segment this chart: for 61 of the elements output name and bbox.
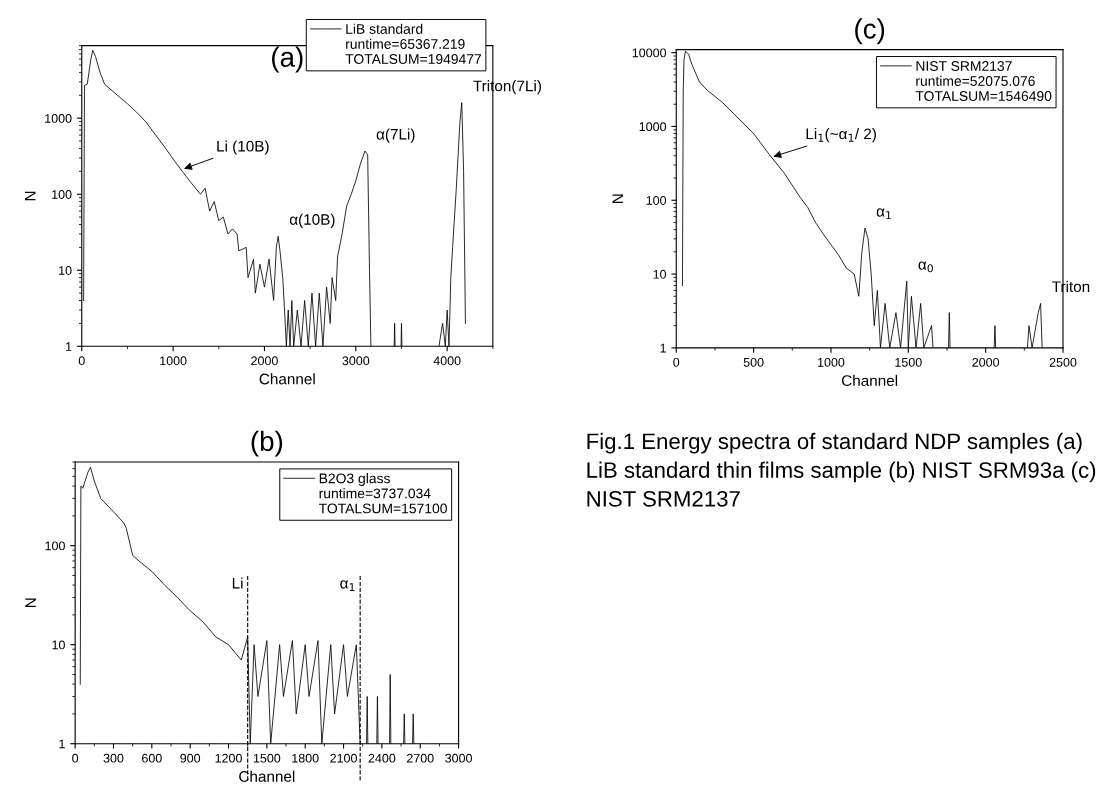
x-tick-label: 0: [673, 357, 680, 367]
y-tick-label: 10000: [632, 48, 667, 58]
y-tick-label: 1: [660, 343, 666, 353]
annotation: α(7Li): [376, 128, 415, 143]
legend-label: NIST SRM2137: [916, 61, 1012, 71]
chart-title: (c): [855, 18, 885, 45]
annotation: runtime=3737.034: [319, 488, 431, 499]
x-tick-label: 1500: [895, 357, 922, 367]
x-tick-label: 2400: [368, 753, 396, 763]
ref-line-label: α$_{1}$: [340, 580, 355, 591]
chart-title: (a): [272, 46, 303, 73]
y-tick-label: 1: [59, 739, 65, 749]
x-tick-label: 900: [180, 753, 201, 763]
x-axis-title: Channel: [841, 374, 898, 387]
y-axis-title: N: [25, 598, 36, 608]
annotation: α(10B): [289, 213, 335, 228]
y-tick-label: 1: [66, 342, 72, 351]
x-tick-label: 1500: [253, 753, 281, 763]
x-tick-label: 3000: [445, 753, 472, 763]
caption: Fig.1 Energy spectra of standard NDP samples (a) LiB standard thin films sample (b) NIST SRM93a (c) NIST SRM2137: [587, 432, 1096, 507]
y-tick-label: 100: [646, 196, 667, 205]
x-axis-title: Channel: [239, 770, 295, 782]
x-tick-label: 2000: [251, 356, 278, 366]
annotation: Li$_{1}$(~α$_{1}$/ 2): [806, 128, 876, 143]
x-tick-label: 0: [78, 356, 85, 366]
x-tick-label: 2100: [330, 753, 357, 763]
x-tick-label: 3000: [342, 356, 370, 366]
y-tick-label: 100: [52, 190, 72, 199]
y-tick-label: 10: [653, 269, 667, 279]
annotation: α$_{1}$: [876, 208, 891, 220]
x-tick-label: 2700: [406, 753, 434, 763]
x-tick-label: 600: [142, 753, 162, 763]
x-tick-label: 1000: [160, 356, 187, 366]
annotation: runtime=52075.076: [916, 75, 1035, 86]
x-tick-label: 1800: [292, 753, 319, 763]
x-axis-title: Channel: [259, 373, 315, 385]
x-tick-label: 2000: [972, 357, 1000, 367]
annotation: runtime=65367.219: [346, 38, 465, 49]
x-tick-label: 500: [743, 357, 764, 367]
y-axis-title: N: [612, 194, 624, 203]
legend-label: B2O3 glass: [319, 473, 390, 487]
x-tick-label: 2500: [1049, 357, 1077, 367]
y-tick-label: 1000: [45, 114, 72, 123]
y-tick-label: 10: [52, 640, 65, 650]
x-tick-label: 1000: [818, 357, 845, 367]
x-tick-label: 300: [103, 753, 124, 763]
y-axis-title: N: [25, 191, 36, 201]
x-tick-label: 4000: [433, 356, 461, 366]
x-tick-label: 1200: [215, 753, 242, 763]
annotation: TOTALSUM=1949477: [345, 54, 482, 64]
y-tick-label: 10: [59, 266, 72, 275]
annotation: TOTALSUM=1546490: [915, 91, 1052, 101]
annotation: Li (10B): [217, 140, 269, 155]
annotation: α$_{0}$: [918, 261, 933, 273]
x-tick-label: 0: [72, 753, 79, 763]
ref-line-label: Li: [232, 577, 243, 589]
y-tick-label: 100: [45, 541, 65, 551]
legend-label: LiB standard: [346, 23, 423, 34]
chart-title: (b): [251, 430, 283, 457]
annotation: TOTALSUM=157100: [318, 503, 447, 514]
y-tick-label: 1000: [639, 122, 667, 132]
